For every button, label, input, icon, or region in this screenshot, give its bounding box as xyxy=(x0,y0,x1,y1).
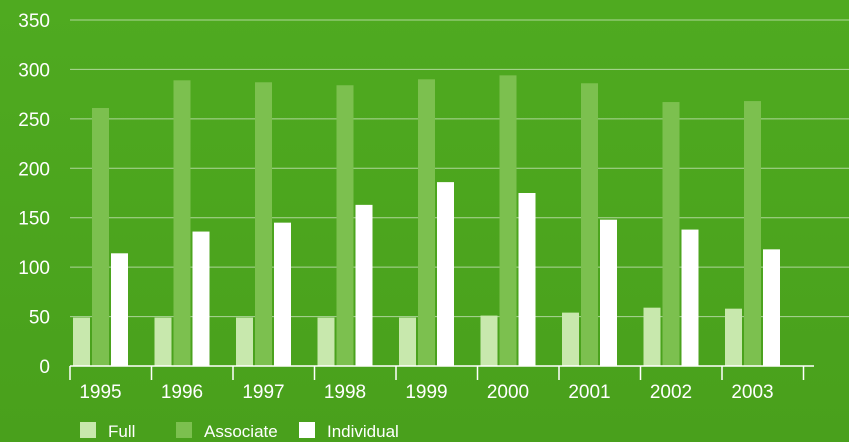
bar-individual-1996 xyxy=(192,231,210,366)
bar-full-2001 xyxy=(562,312,579,366)
bar-full-2002 xyxy=(643,307,661,366)
bar-associate-1995 xyxy=(92,107,109,367)
x-tick-label: 1996 xyxy=(161,382,203,403)
bar-individual-2001 xyxy=(600,219,617,366)
x-tick-label: 1995 xyxy=(79,382,121,403)
bar-full-1997 xyxy=(236,317,253,366)
y-tick-label: 150 xyxy=(18,209,50,230)
legend-swatch-full xyxy=(80,422,96,438)
bar-associate-2001 xyxy=(581,83,598,367)
bar-associate-2000 xyxy=(499,75,517,367)
y-tick-label: 100 xyxy=(18,258,50,279)
y-tick-label: 0 xyxy=(39,357,50,378)
x-tick-label: 1998 xyxy=(324,382,366,403)
bar-full-1996 xyxy=(154,317,172,366)
bar-associate-1998 xyxy=(336,85,354,366)
bar-associate-2003 xyxy=(744,101,761,366)
bar-associate-1997 xyxy=(255,82,272,366)
y-tick-label: 50 xyxy=(29,308,50,329)
bar-associate-1999 xyxy=(418,79,435,367)
y-tick-label: 300 xyxy=(18,60,50,81)
bar-full-2000 xyxy=(480,315,498,366)
y-tick-label: 250 xyxy=(18,110,50,131)
legend-label-full: Full xyxy=(108,422,135,441)
legend-label-associate: Associate xyxy=(204,422,278,441)
bar-individual-1995 xyxy=(111,253,128,366)
x-tick-label: 1999 xyxy=(405,382,447,403)
legend-label-individual: Individual xyxy=(327,422,399,441)
bar-individual-1997 xyxy=(274,222,291,366)
bar-full-2003 xyxy=(725,308,742,366)
bar-individual-1999 xyxy=(437,182,454,366)
bar-associate-2002 xyxy=(662,102,680,367)
legend-swatch-associate xyxy=(176,422,192,438)
legend-swatch-individual xyxy=(299,422,315,438)
x-tick-label: 2001 xyxy=(568,382,610,403)
x-tick-label: 2000 xyxy=(487,382,529,403)
x-tick-label: 1997 xyxy=(242,382,284,403)
bar-full-1999 xyxy=(399,317,416,366)
x-tick-label: 2002 xyxy=(650,382,692,403)
bar-full-1995 xyxy=(73,317,90,366)
y-tick-label: 350 xyxy=(18,11,50,32)
bar-individual-2002 xyxy=(681,229,699,366)
bar-individual-2000 xyxy=(518,193,536,366)
bar-full-1998 xyxy=(317,317,335,366)
bar-individual-2003 xyxy=(763,249,780,366)
bar-associate-1996 xyxy=(173,80,191,366)
x-tick-label: 2003 xyxy=(731,382,773,403)
y-tick-label: 200 xyxy=(18,159,50,180)
bar-individual-1998 xyxy=(355,204,373,366)
